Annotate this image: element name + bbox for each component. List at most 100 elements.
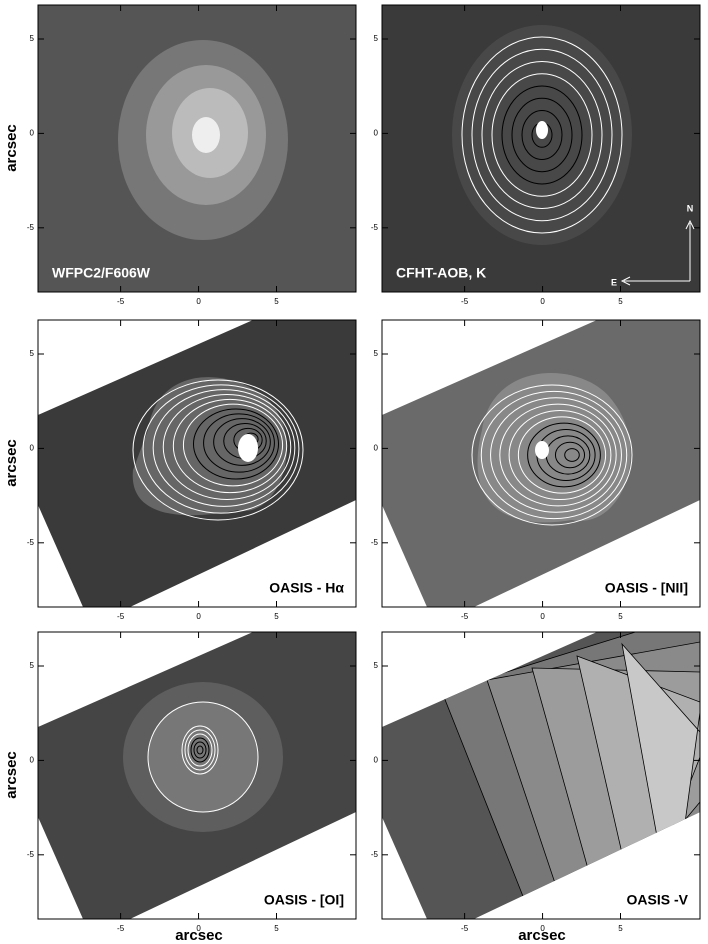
contour (193, 741, 207, 759)
frame (37, 4, 357, 293)
x-axis-label: arcsec (175, 927, 223, 944)
y-tick-label: 5 (374, 34, 379, 43)
y-tick-label: 0 (374, 129, 379, 138)
contour (491, 73, 593, 197)
galaxy (192, 117, 220, 153)
frame (381, 4, 701, 293)
panel-label: OASIS - [NII] (605, 580, 688, 596)
emission (132, 377, 287, 516)
x-tick-label: -5 (117, 924, 125, 933)
frame (37, 319, 357, 608)
contour (471, 384, 633, 526)
x-tick-label: -5 (461, 612, 469, 621)
compass-north: N (687, 203, 694, 213)
contour (184, 729, 216, 771)
y-tick-label: -5 (27, 850, 35, 859)
panel-label: CFHT-AOB, K (396, 265, 486, 281)
contour (190, 737, 210, 763)
contour (564, 448, 580, 462)
compass-east: E (611, 277, 617, 287)
contour (554, 441, 586, 469)
y-tick-label: 5 (374, 349, 379, 358)
contour (162, 394, 292, 500)
y-axis-label: arcsec (3, 439, 20, 487)
x-tick-label: 5 (274, 924, 279, 933)
y-tick-label: 0 (374, 756, 379, 765)
peak (535, 441, 549, 459)
contour (501, 85, 583, 185)
contour (517, 416, 607, 494)
x-tick-label: -5 (117, 612, 125, 621)
y-tick-label: 5 (30, 349, 35, 358)
x-tick-label: 0 (540, 297, 545, 306)
contour (527, 422, 601, 488)
contour (480, 390, 628, 520)
contour (193, 408, 279, 480)
panel-label: OASIS -V (627, 892, 689, 908)
x-tick-label: -5 (461, 924, 469, 933)
contour (182, 403, 284, 487)
y-tick-label: 5 (30, 661, 35, 670)
panel-label: WFPC2/F606W (52, 265, 151, 281)
frame (381, 319, 701, 608)
compass-arrow (685, 219, 695, 230)
contour (490, 397, 622, 513)
contour (181, 725, 219, 775)
x-tick-label: 5 (618, 924, 623, 933)
contour (481, 61, 603, 209)
x-tick-label: 0 (540, 612, 545, 621)
x-tick-label: 0 (540, 924, 545, 933)
x-tick-label: -5 (117, 297, 125, 306)
x-tick-label: 5 (618, 297, 623, 306)
panel: OASIS - Hα -5 0 5 -5 0 5 (27, 319, 357, 621)
x-tick-label: 5 (618, 612, 623, 621)
y-tick-label: -5 (371, 223, 379, 232)
contour (172, 398, 288, 494)
x-tick-label: 5 (274, 612, 279, 621)
y-tick-label: -5 (371, 538, 379, 547)
y-tick-label: 0 (30, 444, 35, 453)
frame (381, 631, 701, 920)
contour (142, 384, 300, 514)
contour (461, 36, 623, 234)
panel: OASIS - [NII] -5 0 5 -5 0 5 (371, 319, 701, 621)
contour (508, 409, 612, 501)
contour (521, 110, 563, 160)
y-tick-label: 5 (374, 661, 379, 670)
galaxy (536, 121, 548, 139)
contour (471, 48, 613, 222)
y-tick-label: -5 (27, 538, 35, 547)
x-tick-label: 5 (274, 297, 279, 306)
contour (196, 745, 204, 755)
x-tick-label: 0 (196, 924, 201, 933)
peak (238, 434, 258, 462)
y-tick-label: 5 (30, 34, 35, 43)
contour (203, 413, 275, 473)
y-tick-label: -5 (27, 223, 35, 232)
y-tick-label: -5 (371, 850, 379, 859)
contour (213, 418, 271, 466)
x-tick-label: -5 (461, 297, 469, 306)
y-tick-label: 0 (30, 756, 35, 765)
panel-label: OASIS - Hα (269, 580, 344, 596)
y-axis-label: arcsec (3, 124, 20, 172)
panel: OASIS - [OI] -5 0 5 -5 0 5 (27, 631, 357, 933)
panel: WFPC2/F606W -5 0 5 -5 0 5 (27, 4, 357, 306)
contour (187, 733, 213, 767)
y-axis-label: arcsec (3, 751, 20, 799)
panel: CFHT-AOB, K -5 0 5 -5 0 5 N E (371, 4, 701, 306)
x-axis-label: arcsec (518, 927, 566, 944)
frame (37, 631, 357, 920)
contour (152, 389, 296, 507)
x-tick-label: 0 (196, 612, 201, 621)
contour (132, 379, 304, 521)
contour (511, 97, 573, 173)
contour (499, 403, 617, 507)
x-tick-label: 0 (196, 297, 201, 306)
y-tick-label: 0 (30, 129, 35, 138)
panel: OASIS -V -5 0 5 -5 0 5 (371, 631, 701, 933)
compass-arrow (620, 276, 631, 286)
y-tick-label: 0 (374, 444, 379, 453)
panel-label: OASIS - [OI] (264, 892, 344, 908)
